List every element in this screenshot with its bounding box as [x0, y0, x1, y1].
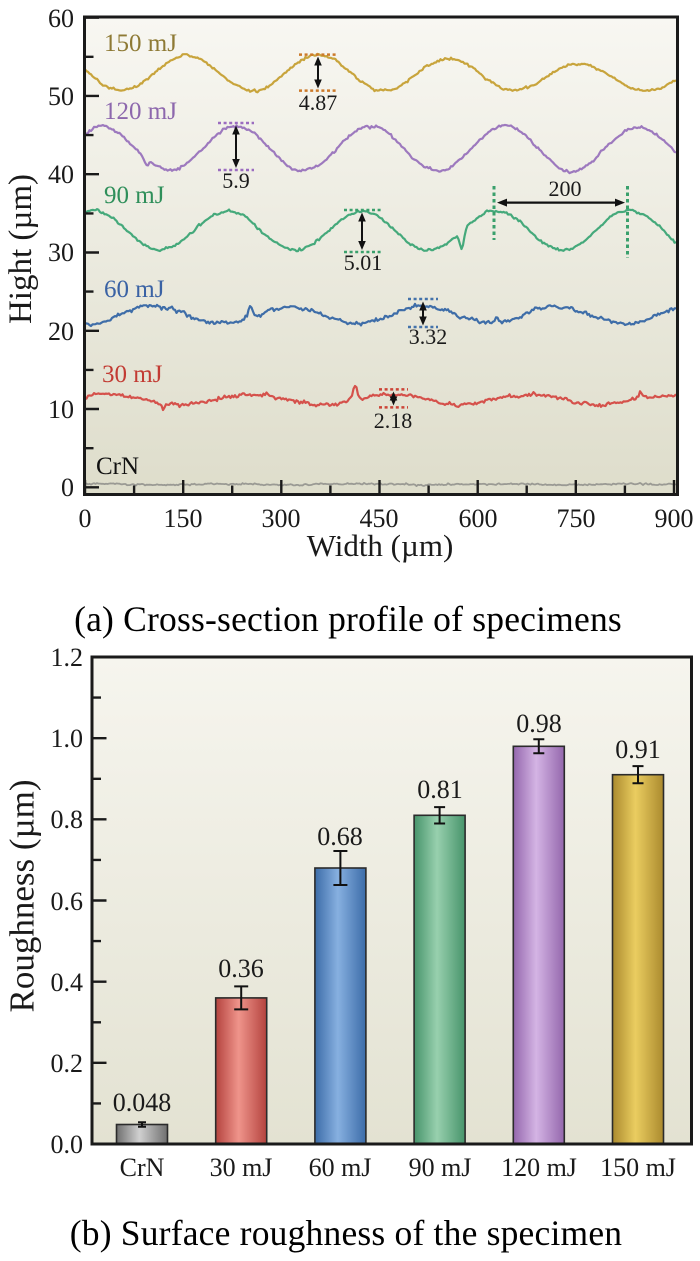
svg-text:Width (µm): Width (µm): [307, 528, 454, 563]
svg-text:(b) Surface roughness of the s: (b) Surface roughness of the specimen: [70, 1213, 623, 1253]
svg-text:0.91: 0.91: [615, 735, 661, 764]
svg-text:0: 0: [79, 504, 92, 533]
svg-text:40: 40: [48, 160, 74, 189]
svg-text:0.0: 0.0: [51, 1130, 84, 1159]
svg-text:50: 50: [48, 82, 74, 111]
svg-text:Hight (µm): Hight (µm): [3, 174, 39, 324]
svg-text:750: 750: [557, 504, 596, 533]
svg-text:0.048: 0.048: [113, 1088, 172, 1117]
svg-text:30 mJ: 30 mJ: [210, 1153, 273, 1182]
svg-text:5.01: 5.01: [344, 250, 383, 275]
svg-text:5.9: 5.9: [222, 168, 250, 193]
svg-text:0.4: 0.4: [51, 968, 84, 997]
svg-text:CrN: CrN: [120, 1153, 165, 1182]
svg-text:(a) Cross-section profile of s: (a) Cross-section profile of specimens: [74, 599, 622, 639]
svg-text:90 mJ: 90 mJ: [104, 182, 165, 209]
svg-text:30: 30: [48, 238, 74, 267]
svg-text:0: 0: [61, 473, 74, 502]
svg-text:450: 450: [360, 504, 399, 533]
svg-text:60 mJ: 60 mJ: [104, 276, 165, 303]
svg-text:Roughness (µm): Roughness (µm): [3, 779, 42, 1012]
svg-text:0.98: 0.98: [516, 709, 562, 738]
svg-text:60: 60: [48, 4, 74, 33]
svg-text:150 mJ: 150 mJ: [104, 30, 177, 57]
svg-text:0.81: 0.81: [417, 775, 463, 804]
svg-text:120 mJ: 120 mJ: [501, 1153, 577, 1182]
svg-text:150: 150: [164, 504, 203, 533]
svg-text:20: 20: [48, 317, 74, 346]
svg-text:120 mJ: 120 mJ: [104, 98, 177, 125]
svg-text:90 mJ: 90 mJ: [409, 1153, 472, 1182]
svg-text:0.36: 0.36: [218, 954, 264, 983]
svg-text:3.32: 3.32: [409, 324, 448, 349]
svg-text:900: 900: [655, 504, 694, 533]
svg-text:60 mJ: 60 mJ: [309, 1153, 372, 1182]
svg-text:200: 200: [549, 176, 582, 201]
svg-text:30 mJ: 30 mJ: [102, 361, 163, 388]
svg-text:0.2: 0.2: [51, 1049, 84, 1078]
svg-text:600: 600: [459, 504, 498, 533]
svg-text:0.6: 0.6: [51, 887, 84, 916]
svg-text:2.18: 2.18: [374, 408, 413, 433]
svg-text:1.2: 1.2: [51, 643, 84, 672]
svg-text:10: 10: [48, 395, 74, 424]
svg-text:4.87: 4.87: [299, 90, 338, 115]
svg-text:CrN: CrN: [96, 453, 139, 480]
svg-text:150 mJ: 150 mJ: [600, 1153, 676, 1182]
svg-text:300: 300: [262, 504, 301, 533]
svg-text:0.8: 0.8: [51, 805, 84, 834]
svg-text:1.0: 1.0: [51, 724, 84, 753]
svg-text:0.68: 0.68: [317, 822, 363, 851]
